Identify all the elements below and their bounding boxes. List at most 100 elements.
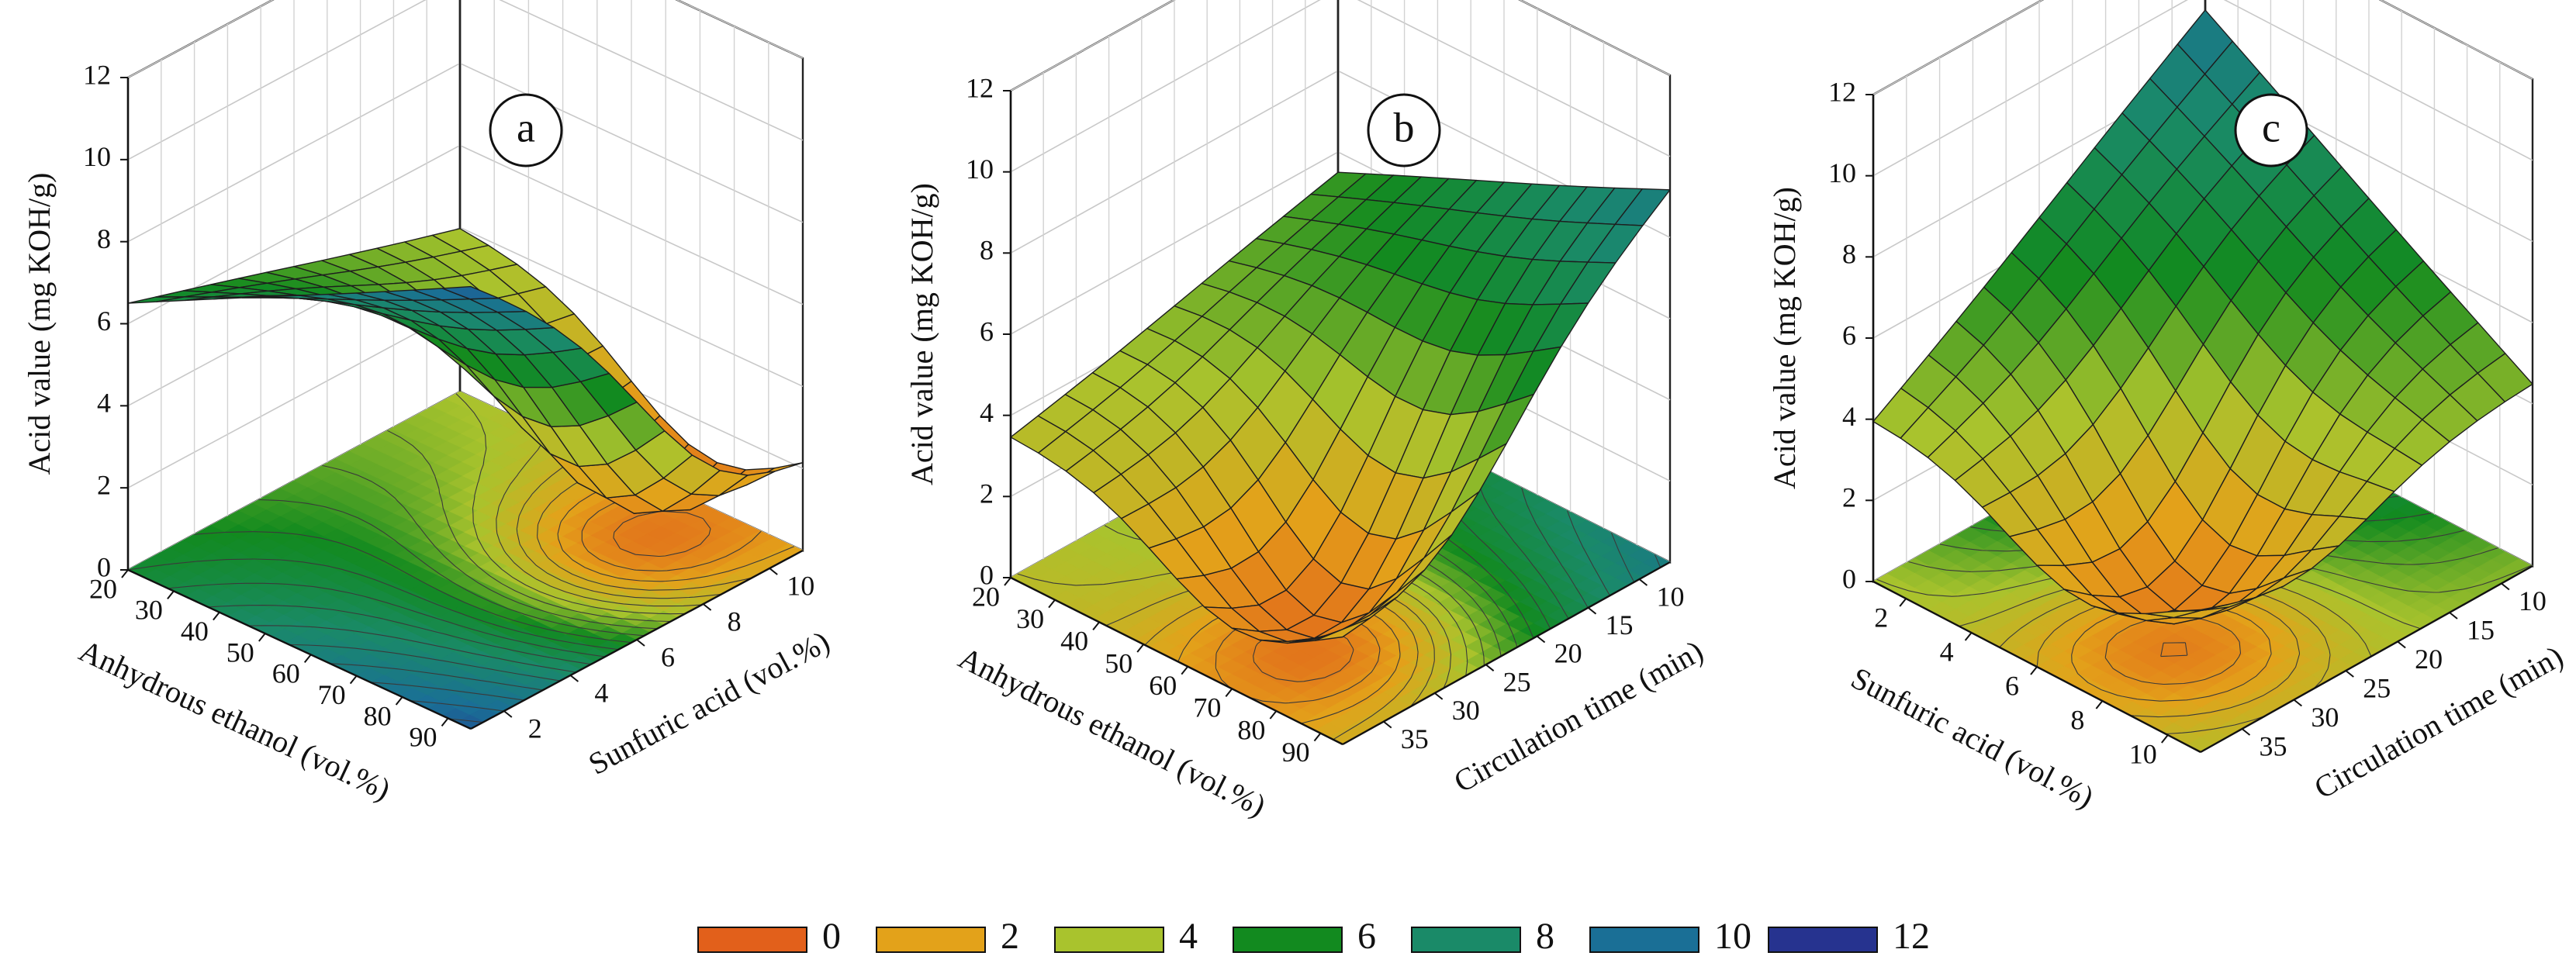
floor-contour-line [496,432,702,607]
panel-label-circle [489,93,563,167]
x-tick [349,675,358,685]
wall-gridline [1010,0,1671,91]
floor-contour-line [289,644,561,682]
y-tick-label: 10 [2519,585,2547,616]
floor-contour-line [1521,487,1589,609]
x-tick-label: 30 [1016,603,1044,634]
legend-item: 4 [1054,916,1198,957]
x-tick-label: 40 [1060,626,1088,657]
panel-label: c [2262,104,2280,150]
y-tick [2397,640,2406,649]
surface-patch [1314,617,1371,641]
z-tick-label: 6 [97,305,111,337]
x-tick [121,569,129,578]
legend-item: 0 [697,916,841,957]
y-tick [1638,578,1648,586]
x-tick-label: 4 [1940,636,1954,667]
x-tick-label: 10 [2129,738,2157,769]
wall-gridline [127,0,804,160]
y-tick [1383,720,1392,729]
floor-contour-line [258,499,645,637]
floor-contour-line [410,700,504,712]
x-tick [395,696,403,706]
y-tick-label: 20 [2415,644,2443,675]
wall-gridline [1010,0,1671,173]
x-tick-label: 20 [89,573,117,604]
legend: 0 2 4 6 8 10 12 [697,916,1930,957]
x-tick-label: 70 [1193,692,1221,723]
panel-a-surface [127,228,804,514]
x-tick-label: 90 [1281,737,1309,768]
legend-label: 6 [1357,916,1376,957]
y-axis-line [1342,561,1671,746]
z-axis-label: Acid value (mg KOH/g) [1767,187,1802,489]
y-tick [2345,670,2354,678]
x-tick-label: 50 [1105,647,1132,678]
z-tick-label: 12 [966,72,994,103]
x-tick-label: 60 [1149,670,1177,701]
y-tick-label: 25 [1503,666,1531,697]
legend-item: 8 [1411,916,1554,957]
z-tick-label: 10 [1828,157,1856,188]
x-tick-label: 80 [1237,714,1265,745]
y-tick [2501,582,2510,591]
floor-contour-line [387,430,671,623]
legend-swatch [697,927,807,953]
z-axis-label: Acid value (mg KOH/g) [22,173,57,475]
z-axis-label: Acid value (mg KOH/g) [904,183,939,485]
legend-item: 2 [876,916,1019,957]
x-tick [1899,598,1907,607]
y-tick [2293,699,2302,707]
legend-swatch [876,927,986,953]
y-tick-label: 8 [728,606,742,637]
x-tick-label: 30 [135,595,163,626]
x-tick-label: 90 [410,722,437,753]
x-tick-label: 80 [364,700,392,731]
z-tick-label: 12 [1828,76,1856,107]
x-tick-label: 8 [2070,704,2084,735]
panel-c-surface [1872,9,2533,625]
y-tick [769,568,778,575]
x-tick [2030,666,2038,675]
y-tick [702,603,712,611]
x-tick [1964,632,1973,641]
y-tick [636,639,645,647]
floor-contour-line [1654,554,1661,568]
y-tick-label: 35 [1401,723,1429,754]
z-tick-label: 0 [1842,563,1856,594]
floor-contour-line [127,558,619,651]
panel-b-surface [1010,171,1671,644]
y-axis-line [2200,564,2533,754]
x-tick [1181,666,1189,675]
z-tick-label: 4 [1842,401,1856,432]
y-tick-label: 35 [2260,730,2287,761]
z-tick-label: 2 [97,469,111,500]
y-tick [1536,635,1546,644]
y-tick-label: 30 [1452,695,1480,726]
x-tick [2095,700,2104,709]
z-tick-label: 8 [97,223,111,254]
y-tick-label: 25 [2363,672,2391,703]
legend-swatch [1054,927,1164,953]
y-tick-label: 6 [661,641,675,672]
floor-contour-line [455,393,686,615]
x-tick [258,633,266,642]
y-tick [2449,612,2458,620]
x-axis-line [127,568,472,730]
y-tick [2241,728,2251,736]
z-tick-label: 2 [980,478,994,509]
y-tick-label: 20 [1554,638,1582,669]
x-tick [1092,621,1100,630]
x-tick [1048,599,1056,609]
legend-item: 10 [1589,916,1751,957]
legend-label: 10 [1714,916,1751,957]
panel-a: 0246810129080706050403020246810Anhydrous… [22,0,835,807]
x-tick-label: 50 [226,637,254,668]
legend-swatch [1768,927,1878,953]
panel-a-floor-contour [127,391,804,730]
x-tick [2161,734,2169,744]
x-tick [1004,577,1011,586]
z-tick-label: 0 [97,551,111,582]
